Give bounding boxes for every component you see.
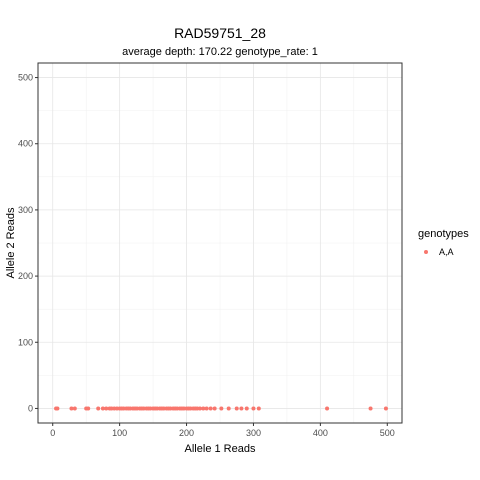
data-point (219, 406, 224, 411)
data-point (69, 406, 74, 411)
data-point (383, 406, 388, 411)
y-tick-label: 300 (18, 205, 33, 215)
data-point (104, 406, 109, 411)
data-point (204, 406, 209, 411)
data-point (96, 406, 101, 411)
data-point (86, 406, 91, 411)
data-point (251, 406, 256, 411)
data-point (55, 406, 60, 411)
data-point (201, 406, 206, 411)
data-point (244, 406, 249, 411)
x-tick-label: 100 (112, 428, 127, 438)
data-point (256, 406, 261, 411)
data-points (54, 406, 388, 411)
legend-label-a-a: A,A (439, 247, 454, 257)
y-tick-label: 100 (18, 337, 33, 347)
chart-subtitle: average depth: 170.22 genotype_rate: 1 (122, 46, 318, 58)
chart-title: RAD59751_28 (174, 25, 266, 41)
x-tick-label: 500 (380, 428, 395, 438)
x-axis-title: Allele 1 Reads (185, 443, 256, 455)
y-axis-title: Allele 2 Reads (5, 207, 17, 278)
y-tick-label: 400 (18, 139, 33, 149)
data-point (226, 406, 231, 411)
x-axis: 0 100 200 300 400 500 (50, 423, 395, 438)
data-point (212, 406, 217, 411)
legend: genotypes A,A (418, 228, 469, 257)
data-point (100, 406, 105, 411)
data-point (239, 406, 244, 411)
grid-minor (38, 63, 402, 423)
y-tick-label: 0 (28, 403, 33, 413)
y-tick-label: 500 (18, 73, 33, 83)
x-tick-label: 200 (179, 428, 194, 438)
data-point (72, 406, 77, 411)
plot-area (37, 62, 403, 424)
legend-title: genotypes (418, 228, 469, 240)
y-axis: 0 100 200 300 400 500 (18, 73, 38, 413)
data-point (368, 406, 373, 411)
x-tick-label: 0 (50, 428, 55, 438)
legend-key-a-a (424, 250, 428, 254)
x-tick-label: 400 (313, 428, 328, 438)
x-tick-label: 300 (246, 428, 261, 438)
data-point (208, 406, 213, 411)
data-point (325, 406, 330, 411)
panel-border (37, 62, 403, 424)
data-point (234, 406, 239, 411)
data-point (197, 406, 202, 411)
y-tick-label: 200 (18, 271, 33, 281)
